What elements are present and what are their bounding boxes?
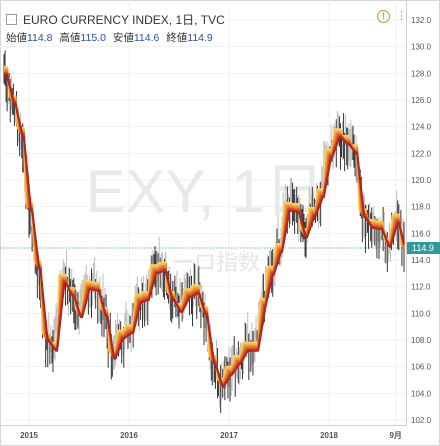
candlestick-series	[3, 50, 405, 413]
price-tick-label: 124.0	[411, 123, 432, 132]
time-tick-label: 9月	[389, 431, 401, 440]
open-value: 114.8	[27, 32, 53, 44]
price-tick-label: 130.0	[411, 43, 432, 52]
low-value: 114.6	[133, 32, 160, 44]
price-tick-label: 102.0	[411, 416, 432, 425]
time-tick-label: 2018	[320, 431, 338, 440]
price-tick-label: 112.0	[411, 283, 431, 292]
price-tick-label: 116.0	[411, 229, 431, 238]
price-tick-label: 122.0	[411, 149, 432, 158]
time-tick-label: 2015	[20, 431, 38, 440]
time-axis[interactable]: 2015 2016 2017 2018 9月	[20, 431, 402, 440]
chart-grid	[0, 0, 406, 425]
price-tick-label: 126.0	[411, 96, 432, 105]
price-tick-label: 118.0	[411, 203, 431, 212]
price-tick-label: 114.0	[411, 256, 431, 265]
price-tick-label: 110.0	[411, 309, 431, 318]
low-label: 安値	[112, 32, 134, 44]
ohlc-readout: 始値114.8 高値115.0 安値114.6 終値114.9	[6, 30, 217, 45]
price-tick-label: 128.0	[411, 69, 432, 78]
price-tick-label: 132.0	[411, 16, 432, 25]
last-price-tag: 114.9	[407, 242, 440, 254]
price-tick-label: 104.0	[411, 389, 432, 398]
time-tick-label: 2017	[220, 431, 238, 440]
alert-circle-icon[interactable]: !	[377, 10, 390, 23]
collapse-square-icon[interactable]	[6, 14, 17, 25]
close-label: 終値	[166, 32, 188, 44]
vertical-dots-icon[interactable]: ⋮	[396, 10, 407, 22]
high-value: 115.0	[80, 32, 106, 44]
price-tick-label: 108.0	[411, 336, 432, 345]
price-tick-label: 106.0	[411, 363, 432, 372]
high-label: 高値	[59, 32, 81, 44]
ma-line	[4, 73, 405, 388]
close-value: 114.9	[187, 32, 213, 44]
moving-average-ribbon	[4, 65, 405, 388]
price-axis[interactable]: 132.0 130.0 128.0 126.0 124.0 122.0 120.0 118.0…	[411, 16, 432, 425]
open-label: 始値	[6, 32, 27, 44]
symbol-title[interactable]: EURO CURRENCY INDEX, 1日, TVC	[23, 13, 225, 27]
last-price-label: 114.9	[412, 243, 434, 253]
chart-header: EURO CURRENCY INDEX, 1日, TVC	[6, 11, 225, 28]
price-tick-label: 120.0	[411, 176, 432, 185]
time-tick-label: 2016	[120, 431, 138, 440]
